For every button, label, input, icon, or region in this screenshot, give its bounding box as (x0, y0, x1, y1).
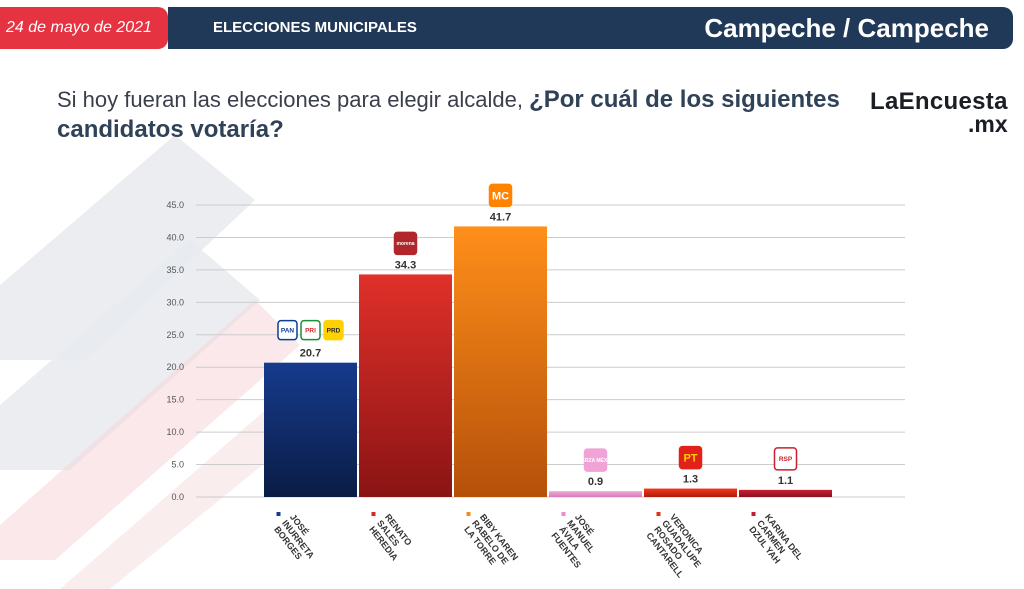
party-logo (300, 319, 321, 341)
category-label: RENATOSALESHEREDIA (367, 512, 416, 563)
party-logo (277, 319, 298, 341)
data-label: 0.9 (588, 476, 603, 488)
y-tick-label: 20.0 (166, 362, 184, 372)
data-label: 1.3 (683, 474, 698, 486)
y-tick-label: 25.0 (166, 330, 184, 340)
legend-marker (276, 512, 281, 516)
party-logo (678, 445, 703, 470)
category-label: VERONICAGUADALUPEROSADOCANTARELL (644, 512, 711, 582)
question-main: ¿Por cuál de los siguientes candidatos v… (57, 86, 840, 143)
section-title: ELECCIONES MUNICIPALES (213, 19, 417, 36)
party-logo (583, 448, 608, 472)
data-label: 1.1 (778, 475, 793, 487)
category-label: KARINA DELCARMENDZUL YAH (747, 512, 805, 574)
legend-marker (466, 512, 471, 516)
location-title: Campeche / Campeche (704, 13, 989, 43)
legend-marker (751, 512, 756, 516)
y-tick-label: 10.0 (166, 427, 184, 437)
y-tick-label: 0.0 (171, 492, 184, 502)
y-tick-label: 30.0 (166, 297, 184, 307)
header-bar: ELECCIONES MUNICIPALES Campeche / Campec… (168, 7, 1013, 49)
category-label: JOSÉINURRETABORGES (272, 512, 324, 567)
date-tag: 24 de mayo de 2021 (0, 7, 168, 49)
data-label: 20.7 (300, 348, 321, 360)
brand-tld: .mx (968, 111, 1008, 137)
bar (454, 226, 547, 497)
question-intro: Si hoy fueran las elecciones para elegir… (57, 87, 523, 112)
party-logo (488, 183, 513, 208)
party-logo-text: morena (396, 241, 414, 247)
y-tick-label: 5.0 (171, 460, 184, 470)
bar (264, 362, 357, 497)
party-logo-text: PRI (305, 327, 316, 334)
brand-logo: LaEncuesta .mx (870, 90, 1008, 136)
bar (549, 491, 642, 497)
y-tick-label: 40.0 (166, 232, 184, 242)
bar (644, 488, 737, 497)
party-logo-text: FUERZA MÉXICO (575, 456, 616, 464)
survey-question: Si hoy fueran las elecciones para elegir… (57, 85, 857, 145)
party-logo-text: PAN (281, 327, 295, 334)
data-label: 41.7 (490, 211, 511, 223)
party-logo (393, 231, 418, 256)
party-logo-text: PRD (327, 327, 341, 334)
y-tick-label: 15.0 (166, 395, 184, 405)
y-tick-label: 35.0 (166, 265, 184, 275)
legend-marker (561, 512, 566, 516)
category-label: JOSÉMANUELÁVILAFUENTES (549, 512, 606, 570)
category-label: BIBY KARENRABELO DELA TORRE (462, 512, 520, 574)
party-logo (323, 319, 344, 341)
party-logo-text: RSP (779, 456, 793, 463)
party-logo-text: MC (492, 190, 509, 202)
party-logo-text: PT (683, 452, 697, 464)
legend-marker (656, 512, 661, 516)
data-label: 34.3 (395, 259, 416, 271)
bar (739, 489, 832, 497)
brand-name: LaEncuesta (870, 88, 1008, 115)
y-tick-label: 45.0 (166, 200, 184, 210)
legend-marker (371, 512, 376, 516)
bar (359, 274, 452, 497)
party-logo (773, 447, 798, 471)
